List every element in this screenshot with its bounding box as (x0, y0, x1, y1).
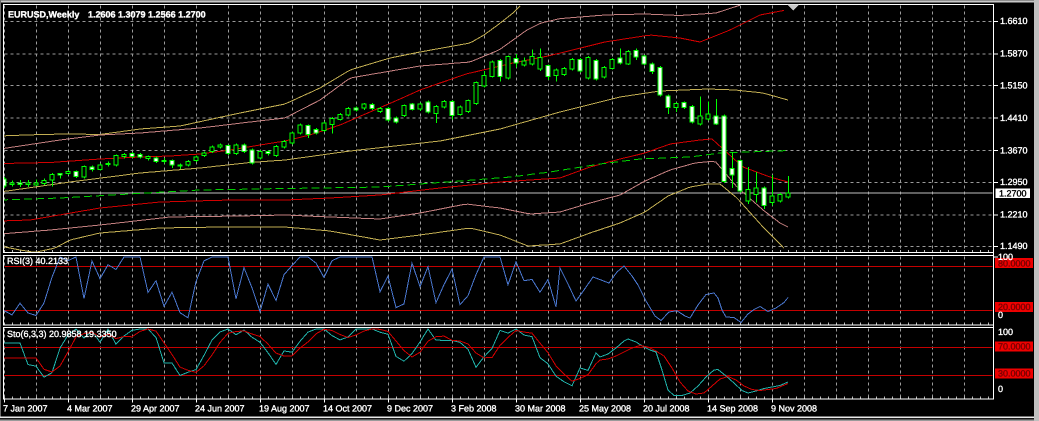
svg-text:RSI(3) 40.2133: RSI(3) 40.2133 (7, 256, 68, 266)
svg-text:14 Sep 2008: 14 Sep 2008 (707, 404, 758, 414)
svg-text:1.5870: 1.5870 (1000, 49, 1028, 59)
svg-text:0: 0 (998, 310, 1003, 320)
svg-text:100: 100 (998, 252, 1013, 262)
svg-text:14 Oct 2007: 14 Oct 2007 (323, 404, 372, 414)
svg-text:24 Jun 2007: 24 Jun 2007 (195, 404, 245, 414)
svg-text:1.5150: 1.5150 (1000, 80, 1028, 90)
svg-text:3 Feb 2008: 3 Feb 2008 (451, 404, 497, 414)
svg-text:9 Nov 2008: 9 Nov 2008 (771, 404, 817, 414)
svg-text:1.2700: 1.2700 (999, 188, 1027, 198)
svg-text:80.0000: 80.0000 (998, 258, 1031, 268)
svg-text:1.2210: 1.2210 (1000, 210, 1028, 220)
svg-text:20.0000: 20.0000 (998, 302, 1031, 312)
svg-text:Sto(6,3,3) 20.9858 19.3350: Sto(6,3,3) 20.9858 19.3350 (7, 329, 117, 339)
svg-text:4 Mar 2007: 4 Mar 2007 (67, 404, 113, 414)
svg-text:9 Dec 2007: 9 Dec 2007 (387, 404, 433, 414)
svg-text:100: 100 (998, 327, 1013, 337)
svg-text:1.6610: 1.6610 (1000, 16, 1028, 26)
svg-text:1.1490: 1.1490 (1000, 241, 1028, 251)
svg-text:0: 0 (998, 384, 1003, 394)
svg-text:1.2950: 1.2950 (1000, 177, 1028, 187)
svg-text:1.3670: 1.3670 (1000, 145, 1028, 155)
svg-text:1.4410: 1.4410 (1000, 113, 1028, 123)
svg-text:30 Mar 2008: 30 Mar 2008 (515, 404, 566, 414)
svg-text:7 Jan 2007: 7 Jan 2007 (3, 404, 48, 414)
svg-text:25 May 2008: 25 May 2008 (579, 404, 631, 414)
svg-text:70.0000: 70.0000 (998, 342, 1031, 352)
svg-text:20 Jul 2008: 20 Jul 2008 (643, 404, 690, 414)
svg-text:1.2606 1.3079 1.2566 1.2700: 1.2606 1.3079 1.2566 1.2700 (88, 10, 206, 20)
svg-text:19 Aug 2007: 19 Aug 2007 (259, 404, 310, 414)
svg-text:EURUSD,Weekly: EURUSD,Weekly (8, 10, 79, 20)
svg-text:29 Apr 2007: 29 Apr 2007 (131, 404, 180, 414)
svg-text:30.0000: 30.0000 (998, 369, 1031, 379)
